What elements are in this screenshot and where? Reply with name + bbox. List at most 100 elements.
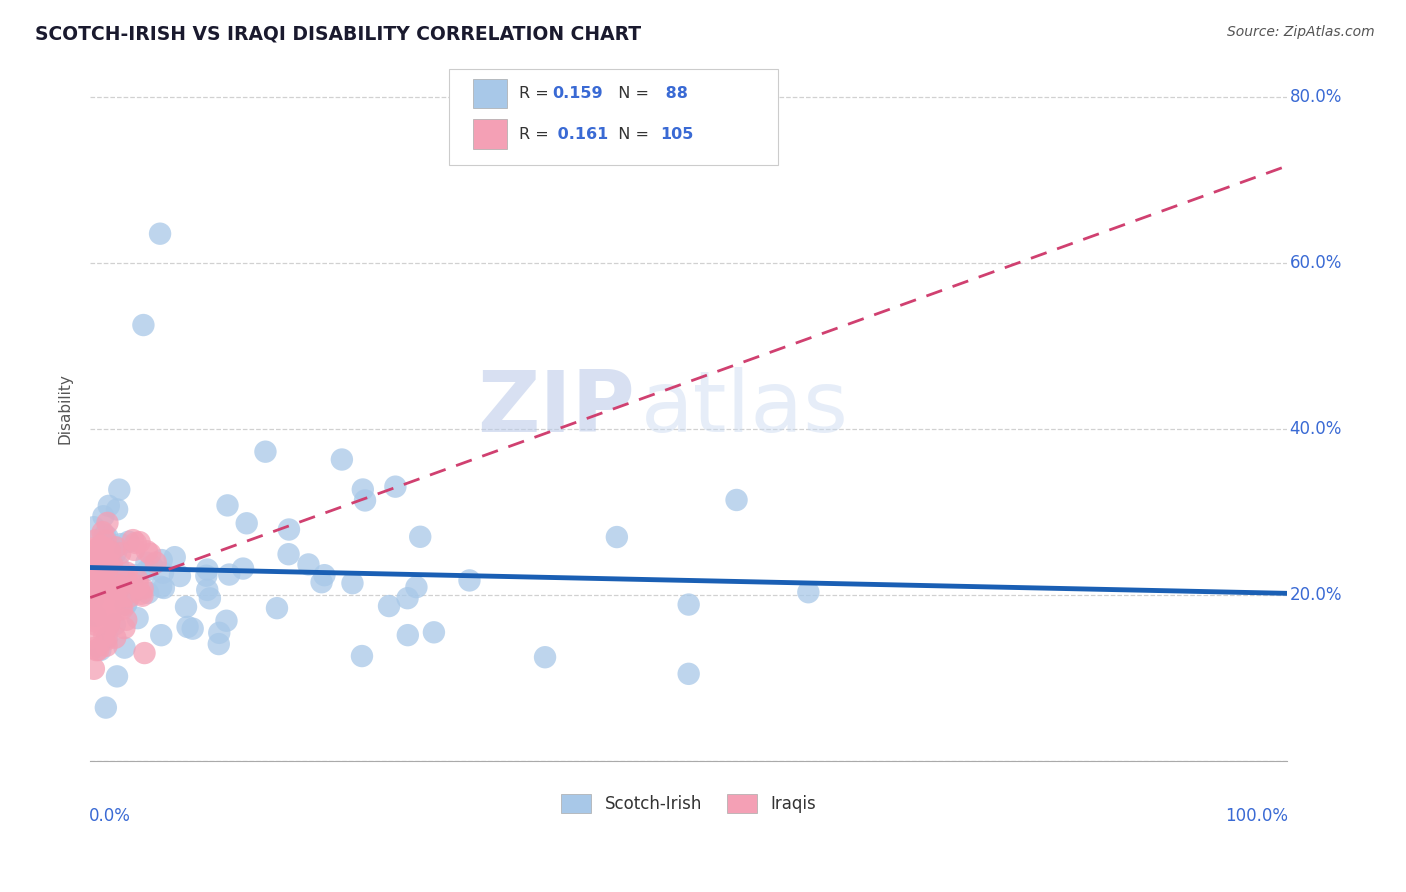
Point bbox=[100, 582, 122, 597]
Point bbox=[87, 562, 110, 576]
Point bbox=[396, 591, 419, 606]
Point bbox=[217, 499, 239, 513]
Point bbox=[218, 567, 240, 582]
Point bbox=[97, 606, 120, 620]
Point bbox=[97, 530, 120, 544]
Point bbox=[128, 535, 150, 549]
Point bbox=[150, 553, 173, 567]
Point bbox=[127, 579, 149, 593]
Point bbox=[125, 536, 148, 550]
Point bbox=[176, 620, 198, 634]
Point bbox=[725, 493, 748, 508]
Point bbox=[96, 516, 118, 530]
Point bbox=[104, 631, 127, 645]
Legend: Scotch-Irish, Iraqis: Scotch-Irish, Iraqis bbox=[554, 787, 823, 820]
Text: 60.0%: 60.0% bbox=[1289, 253, 1341, 272]
Point bbox=[86, 643, 108, 657]
Point bbox=[87, 548, 110, 562]
Point bbox=[84, 559, 107, 574]
Point bbox=[91, 591, 114, 605]
Point bbox=[90, 587, 112, 601]
Text: N =: N = bbox=[609, 127, 655, 142]
Point bbox=[342, 576, 364, 591]
Point bbox=[98, 557, 121, 571]
Point bbox=[82, 593, 104, 607]
Point bbox=[105, 590, 128, 604]
Point bbox=[87, 574, 110, 589]
Point bbox=[115, 613, 138, 627]
Point bbox=[80, 558, 103, 573]
Point bbox=[80, 566, 103, 580]
Point bbox=[82, 541, 104, 556]
Text: R =: R = bbox=[519, 127, 554, 142]
Point bbox=[86, 601, 108, 615]
Point bbox=[352, 483, 374, 497]
Point bbox=[83, 579, 105, 593]
Point bbox=[86, 602, 108, 616]
Point bbox=[82, 555, 104, 569]
Point bbox=[122, 568, 145, 582]
Point bbox=[87, 602, 110, 616]
Y-axis label: Disability: Disability bbox=[58, 373, 72, 443]
Point bbox=[82, 596, 104, 610]
Point bbox=[150, 580, 173, 594]
Point bbox=[83, 550, 105, 565]
Point bbox=[86, 576, 108, 591]
FancyBboxPatch shape bbox=[450, 70, 779, 164]
Point bbox=[97, 499, 120, 513]
Point bbox=[86, 579, 108, 593]
Point bbox=[103, 582, 125, 596]
Point bbox=[96, 590, 118, 604]
Point bbox=[83, 640, 105, 655]
Point bbox=[129, 587, 152, 601]
Point bbox=[94, 700, 117, 714]
Point bbox=[87, 599, 110, 614]
Point bbox=[90, 599, 112, 614]
Point bbox=[118, 590, 141, 604]
Point bbox=[141, 558, 163, 573]
Point bbox=[104, 617, 127, 632]
Point bbox=[266, 601, 288, 615]
Text: 40.0%: 40.0% bbox=[1289, 420, 1341, 438]
Point bbox=[111, 602, 134, 616]
Point bbox=[169, 569, 191, 583]
Point bbox=[93, 535, 115, 549]
Point bbox=[127, 611, 149, 625]
Point bbox=[124, 583, 146, 598]
Point bbox=[86, 560, 108, 574]
Point bbox=[132, 318, 155, 332]
Point bbox=[278, 523, 301, 537]
Point bbox=[127, 573, 149, 587]
Point bbox=[96, 632, 118, 647]
Point bbox=[152, 566, 174, 580]
Point bbox=[83, 614, 105, 628]
Point bbox=[101, 583, 124, 598]
Point bbox=[93, 628, 115, 642]
Point bbox=[115, 566, 138, 580]
Point bbox=[254, 444, 277, 458]
Point bbox=[195, 582, 218, 597]
Point bbox=[91, 541, 114, 555]
Point bbox=[87, 586, 110, 600]
Point bbox=[110, 537, 132, 551]
Point bbox=[83, 520, 105, 534]
Point bbox=[94, 600, 117, 615]
Point bbox=[93, 565, 115, 579]
Point bbox=[97, 614, 120, 628]
Point bbox=[110, 579, 132, 593]
Point bbox=[114, 598, 136, 612]
Point bbox=[96, 610, 118, 624]
Text: 88: 88 bbox=[659, 87, 688, 101]
Text: atlas: atlas bbox=[641, 367, 849, 450]
Point bbox=[83, 569, 105, 583]
Point bbox=[150, 628, 173, 642]
Point bbox=[797, 585, 820, 599]
Text: 80.0%: 80.0% bbox=[1289, 87, 1341, 105]
Point bbox=[98, 597, 121, 611]
Point bbox=[97, 586, 120, 600]
Point bbox=[96, 576, 118, 591]
Point bbox=[215, 614, 238, 628]
Point bbox=[94, 533, 117, 548]
Point bbox=[208, 637, 231, 651]
Point bbox=[350, 648, 373, 663]
